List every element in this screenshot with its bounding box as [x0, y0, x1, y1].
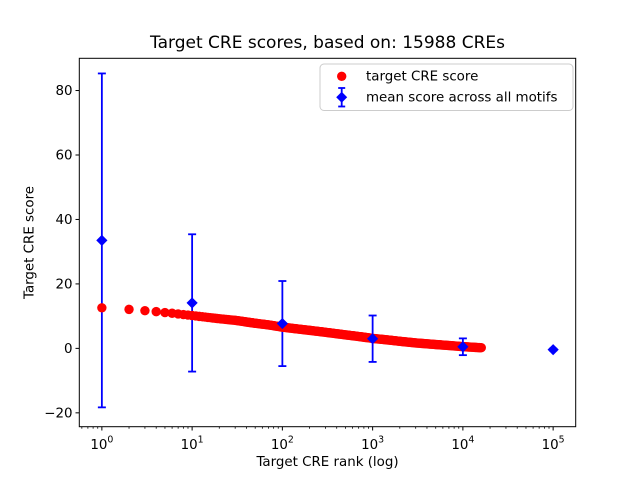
legend: target CRE score mean score across all m…	[319, 63, 574, 111]
target-score-point	[151, 306, 161, 317]
mean-score-point	[276, 317, 288, 330]
mean-score-markers-group	[96, 234, 559, 356]
mean-score-point	[547, 344, 559, 356]
legend-diamond-errorbar-icon	[336, 87, 348, 108]
x-tick-label: 100	[90, 435, 113, 454]
mean-score-point	[96, 234, 108, 247]
legend-circle-marker-icon	[337, 71, 347, 82]
x-tick-label: 102	[271, 435, 294, 454]
mean-score-point	[457, 341, 469, 353]
chart-title: Target CRE scores, based on: 15988 CREs	[149, 33, 505, 53]
target-score-point	[124, 304, 134, 315]
y-tick-label: 60	[55, 149, 72, 164]
mean-score-point	[186, 297, 198, 309]
axes-border	[78, 57, 577, 428]
y-tick-label: −20	[44, 407, 72, 422]
legend-entry-mean-score: mean score across all motifs	[366, 91, 557, 106]
y-tick-label: 40	[55, 213, 72, 228]
mean-score-point	[367, 333, 379, 345]
plot-area	[79, 58, 576, 427]
y-axis-label: Target CRE score	[23, 186, 38, 300]
target-score-series	[97, 303, 486, 353]
x-tick-label: 105	[542, 435, 565, 454]
target-score-point	[97, 303, 107, 313]
x-tick-label: 104	[451, 435, 474, 454]
y-tick-label: 80	[55, 84, 72, 99]
y-tick-label: 20	[55, 278, 72, 293]
y-tick-label: 0	[64, 342, 73, 357]
x-tick-label: 103	[361, 435, 384, 454]
x-axis-label: Target CRE rank (log)	[255, 455, 398, 470]
target-score-point	[140, 305, 150, 316]
target-score-point	[160, 307, 170, 318]
legend-entry-target-score: target CRE score	[366, 70, 478, 85]
target-score-point	[476, 343, 486, 353]
axis-tick-labels-group: 100 101 102 103 104 105 −20 0 20 40 60 80	[44, 84, 564, 453]
legend-frame	[319, 63, 574, 111]
x-tick-label: 101	[181, 435, 204, 454]
